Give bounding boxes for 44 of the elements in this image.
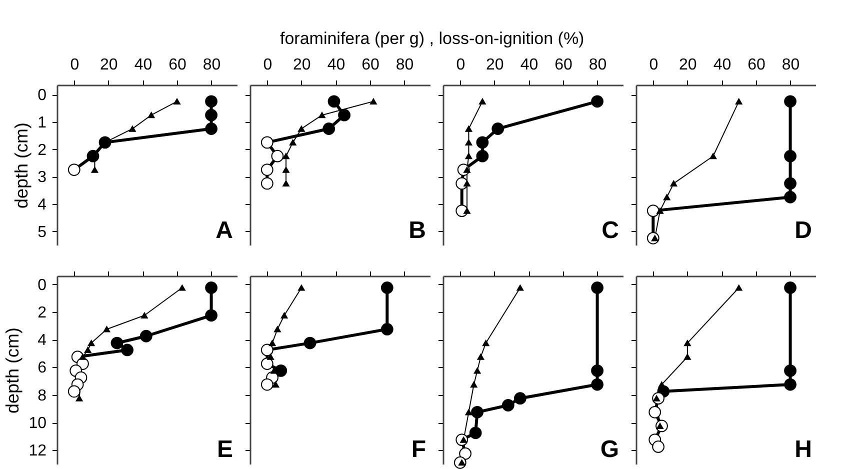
annotation: F [411, 436, 426, 463]
x-tick-label: 20 [100, 56, 118, 74]
y-tick-label: 4 [38, 196, 47, 214]
x-tick-label: 80 [396, 56, 414, 74]
annotation: B [408, 217, 426, 244]
x-tick-label: 0 [456, 56, 466, 74]
x-tick-label: 60 [748, 56, 766, 74]
y-tick-label: 0 [38, 87, 47, 104]
annotation: E [216, 436, 233, 463]
annotation: C [602, 217, 619, 244]
x-tick-label: 0 [70, 56, 80, 74]
x-tick-label: 0 [649, 56, 658, 74]
x-tick-label: 20 [293, 56, 311, 74]
y-axis-title: depth (cm) [12, 122, 32, 209]
y-tick-label: 0 [38, 276, 47, 294]
x-tick-label: 40 [327, 56, 346, 74]
x-tick-label: 40 [520, 56, 538, 74]
annotation: A [216, 217, 233, 244]
annotation: G [600, 436, 619, 463]
y-tick-label: 5 [38, 224, 47, 241]
x-tick-label: 80 [202, 56, 221, 74]
x-tick-label: 80 [782, 56, 800, 74]
y-tick-label: 4 [38, 332, 47, 350]
annotation: D [794, 217, 812, 244]
y-axis-title: depth (cm) [2, 327, 23, 414]
x-tick-label: 20 [486, 56, 504, 74]
y-tick-label: 10 [28, 415, 47, 432]
y-tick-label: 8 [38, 387, 47, 404]
x-tick-label: 60 [554, 56, 572, 74]
y-tick-label: 3 [38, 169, 47, 186]
y-tick-label: 2 [38, 304, 47, 322]
x-tick-label: 40 [134, 56, 152, 74]
chart-title: foraminifera (per g) , loss-on-ignition (%) [280, 29, 584, 48]
y-tick-label: 2 [38, 142, 47, 159]
x-tick-label: 40 [713, 56, 732, 74]
x-tick-label: 60 [168, 56, 186, 74]
y-tick-label: 1 [38, 114, 47, 132]
x-tick-label: 20 [679, 56, 697, 74]
x-tick-label: 60 [362, 56, 380, 74]
x-tick-label: 0 [263, 56, 272, 74]
annotation: H [794, 436, 812, 463]
y-tick-label: 12 [28, 442, 47, 460]
x-tick-label: 80 [588, 56, 607, 74]
y-tick-label: 6 [38, 360, 47, 377]
